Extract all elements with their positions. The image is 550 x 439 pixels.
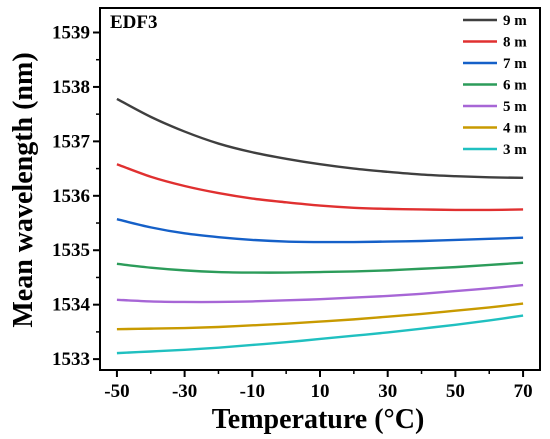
legend-label-6: 3 m	[503, 142, 527, 158]
plot-frame	[99, 7, 541, 371]
series-line-2	[116, 218, 524, 244]
x-tick-label: -50	[104, 381, 129, 402]
axis-ticks: -50 -30 -10 10 30 50 70 1533 1534 1535 1536 1537 153…	[52, 22, 533, 402]
series-line-6	[116, 314, 524, 355]
y-tick-label: 1537	[52, 131, 91, 152]
panel-label: EDF3	[110, 12, 158, 33]
series-line-4	[116, 283, 524, 304]
x-tick-label: 10	[311, 381, 330, 402]
x-tick-label: 70	[514, 381, 533, 402]
series-line-1	[116, 163, 524, 212]
legend-label-0: 9 m	[503, 13, 527, 29]
series-line-0	[116, 97, 524, 180]
y-tick-label: 1533	[52, 349, 90, 370]
y-tick-label: 1536	[52, 186, 90, 207]
legend-label-2: 7 m	[503, 56, 527, 72]
series-lines	[116, 97, 524, 355]
y-tick-label: 1535	[52, 240, 90, 261]
legend-label-3: 6 m	[503, 78, 527, 94]
x-axis-title: Temperature (°C)	[212, 404, 425, 435]
legend-label-5: 4 m	[503, 121, 527, 137]
legend-label-1: 8 m	[503, 35, 527, 51]
y-tick-label: 1534	[52, 295, 91, 316]
y-tick-label: 1538	[52, 77, 90, 98]
legend: 9 m 8 m 7 m 6 m 5 m 4 m 3 m	[463, 13, 527, 158]
legend-label-4: 5 m	[503, 99, 527, 115]
x-tick-label: -30	[172, 381, 197, 402]
series-line-3	[116, 261, 524, 274]
x-tick-label: 50	[446, 381, 465, 402]
y-tick-label: 1539	[52, 22, 90, 43]
x-tick-label: 30	[378, 381, 397, 402]
series-line-5	[116, 302, 524, 331]
y-axis-title: Mean wavelength (nm)	[8, 52, 39, 327]
x-tick-label: -10	[240, 381, 265, 402]
